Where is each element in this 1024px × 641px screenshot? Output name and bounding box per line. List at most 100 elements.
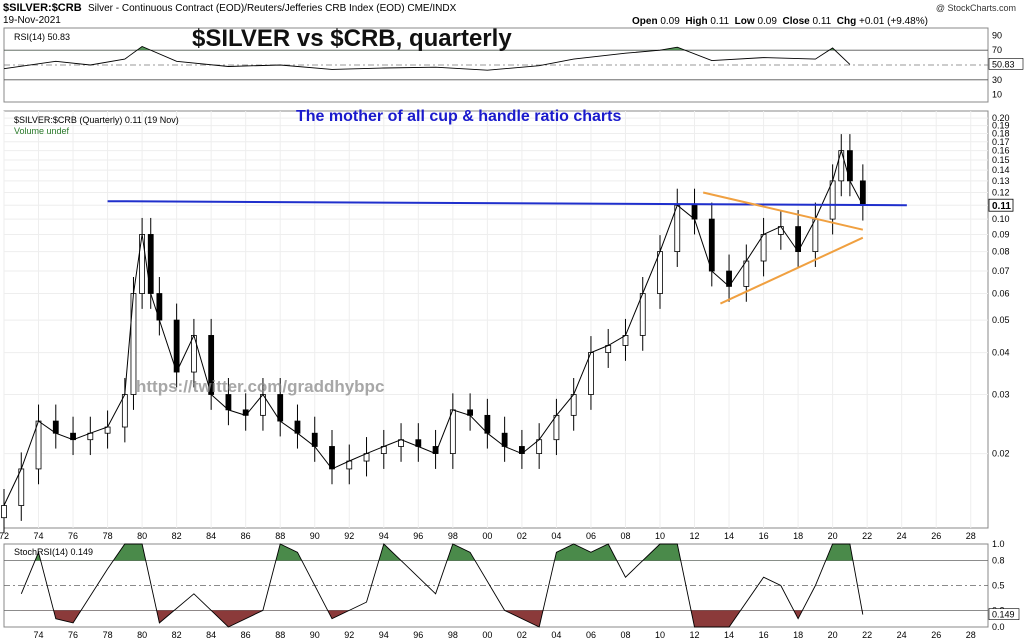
price-candle-body (173, 319, 180, 373)
low-label: Low (734, 16, 755, 27)
price-x-tick-label: 18 (793, 531, 803, 541)
rsi-tick-label: 70 (992, 45, 1002, 55)
price-x-tick-label: 22 (862, 531, 872, 541)
stoch-tick-label: 0.5 (992, 581, 1005, 591)
price-tick-label: 0.04 (992, 348, 1010, 358)
stoch-x-tick-label: 06 (586, 630, 596, 640)
price-tick-label: 0.17 (992, 137, 1010, 147)
price-value-box (988, 198, 1014, 212)
price-x-tick-label: 82 (172, 531, 182, 541)
close-label: Close (782, 16, 810, 27)
stoch-last-value: 0.149 (992, 610, 1015, 620)
price-x-tick-label: 12 (690, 531, 700, 541)
price-tick-label: 0.19 (992, 121, 1010, 131)
price-tick-label: 0.13 (992, 176, 1010, 186)
price-tick-label: 0.02 (992, 449, 1010, 459)
low-value: 0.09 (757, 16, 777, 27)
stoch-x-tick-label: 04 (551, 630, 561, 640)
price-tick-label: 0.09 (992, 229, 1010, 239)
stoch-x-tick-label: 86 (241, 630, 251, 640)
stoch-x-tick-label: 82 (172, 630, 182, 640)
price-candle-body (311, 432, 318, 447)
price-candle-body (570, 394, 577, 416)
price-x-tick-label: 90 (310, 531, 320, 541)
price-candle-body (484, 414, 491, 434)
price-candle-body (760, 234, 767, 262)
stoch-x-tick-label: 14 (724, 630, 734, 640)
price-x-tick-label: 84 (206, 531, 216, 541)
stoch-x-tick-label: 76 (68, 630, 78, 640)
stoch-x-tick-label: 00 (482, 630, 492, 640)
stoch-x-tick-label: 96 (413, 630, 423, 640)
price-candle-body (657, 251, 663, 294)
stoch-tick-label: 1.0 (992, 539, 1005, 549)
price-x-tick-label: 72 (0, 531, 9, 541)
stoch-x-tick-label: 20 (828, 630, 838, 640)
stoch-label: StochRSI(14) 0.149 (14, 547, 93, 557)
price-candle-body (449, 409, 456, 454)
price-tick-label: 0.12 (992, 188, 1010, 198)
price-candle-body (639, 293, 646, 336)
price-candle-body (329, 446, 335, 470)
overlay-subtitle: The mother of all cup & handle ratio cha… (296, 108, 621, 125)
price-x-tick-label: 28 (966, 531, 976, 541)
price-x-tick-label: 78 (103, 531, 113, 541)
open-value: 0.09 (660, 16, 680, 27)
price-candle-body (674, 204, 681, 253)
price-x-tick-label: 74 (34, 531, 44, 541)
price-candle-body (829, 180, 836, 220)
price-close-line (3, 148, 864, 506)
resistance-line (107, 200, 907, 207)
stoch-x-tick-label: 80 (137, 630, 147, 640)
price-x-tick-label: 94 (379, 531, 389, 541)
open-label: Open (632, 16, 658, 27)
rsi-tick-label: 90 (992, 30, 1002, 40)
rsi-last-value: 50.83 (992, 59, 1015, 69)
price-tick-label: 0.10 (992, 214, 1010, 224)
price-x-tick-label: 16 (759, 531, 769, 541)
rsi-line (3, 45, 851, 71)
stoch-x-tick-label: 08 (620, 630, 630, 640)
volume-label: Volume undef (14, 126, 70, 136)
chg-value: +0.01 (+9.48%) (859, 16, 928, 27)
stoch-x-tick-label: 10 (655, 630, 665, 640)
price-tick-label: 0.18 (992, 128, 1010, 138)
stoch-line (20, 543, 864, 628)
high-label: High (685, 16, 708, 27)
price-x-tick-label: 80 (137, 531, 147, 541)
stoch-tick-label: 0.8 (992, 556, 1005, 566)
price-candle-body (1, 505, 7, 519)
price-candle-body (812, 218, 819, 253)
chg-label: Chg (836, 16, 857, 27)
price-x-tick-label: 00 (482, 531, 492, 541)
price-x-tick-label: 14 (724, 531, 734, 541)
price-last-value: 0.11 (992, 201, 1011, 212)
price-tick-label: 0.14 (992, 165, 1010, 175)
stoch-x-tick-label: 88 (275, 630, 285, 640)
price-candle-body (225, 394, 232, 411)
ohlc-readout: Open 0.09 High 0.11 Low 0.09 Close 0.11 … (632, 16, 928, 27)
chart-symbol: $SILVER:$CRB (3, 2, 82, 14)
price-candle-body (588, 352, 594, 395)
price-candle-body (743, 260, 750, 287)
price-x-tick-label: 20 (828, 531, 838, 541)
close-value: 0.11 (812, 16, 832, 27)
price-x-tick-label: 02 (517, 531, 527, 541)
stoch-x-tick-label: 28 (966, 630, 976, 640)
price-candle-body (35, 420, 42, 470)
price-candle-body (708, 218, 715, 272)
price-tick-label: 0.16 (992, 146, 1010, 156)
price-tick-label: 0.15 (992, 155, 1010, 165)
stoch-x-tick-label: 22 (862, 630, 872, 640)
stoch-x-tick-label: 84 (206, 630, 216, 640)
price-candle-body (18, 468, 25, 506)
price-x-tick-label: 10 (655, 531, 665, 541)
branding: @ StockCharts.com (935, 3, 1016, 13)
triangle-upper-line (702, 191, 864, 231)
stoch-x-tick-label: 78 (103, 630, 113, 640)
price-candle-body (691, 204, 698, 220)
rsi-label: RSI(14) 50.83 (14, 32, 70, 42)
stoch-x-tick-label: 12 (690, 630, 700, 640)
triangle-lower-line (720, 236, 864, 305)
stoch-value-box (988, 608, 1020, 620)
